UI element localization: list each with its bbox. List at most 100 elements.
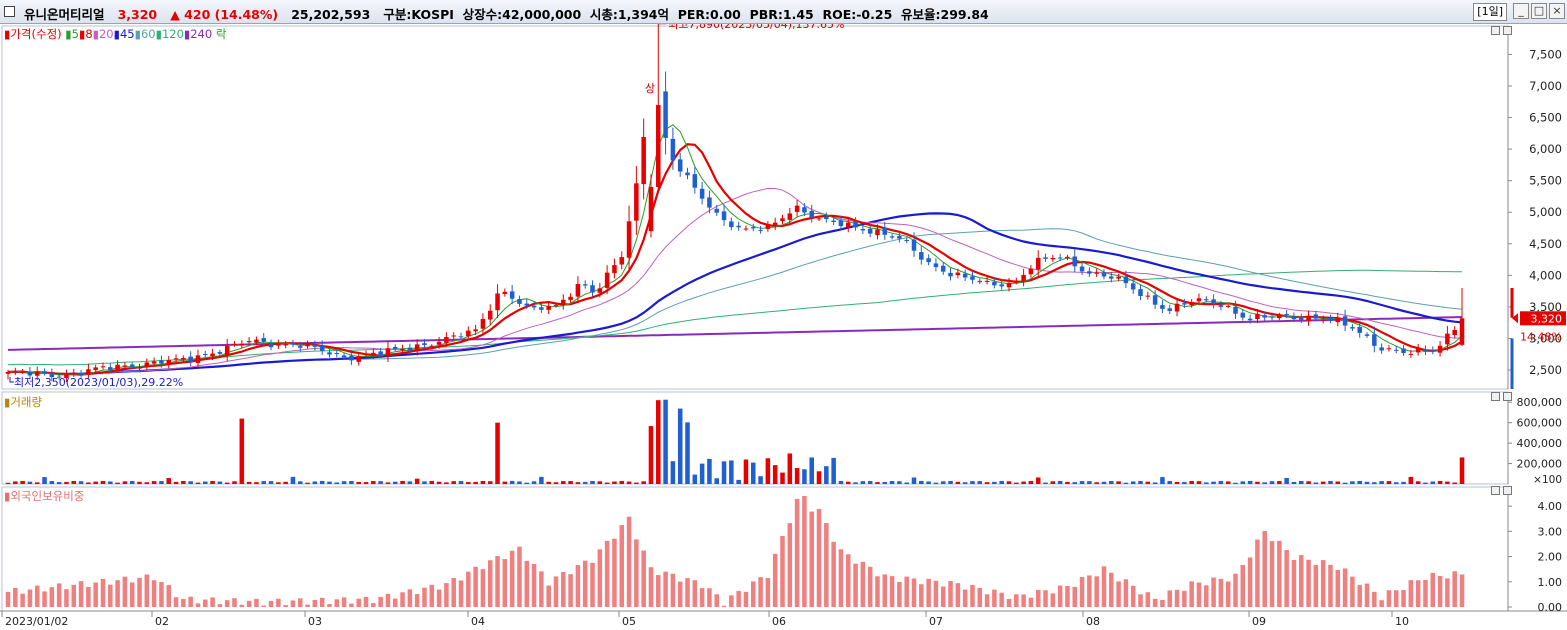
panel-min-icon[interactable] (1491, 486, 1500, 495)
foreign-ratio-bar (634, 539, 639, 607)
period-selector[interactable]: [1일] (1473, 3, 1507, 21)
volume-bar (502, 481, 508, 484)
maximize-icon[interactable]: □ (1531, 3, 1547, 19)
candle-body (539, 307, 544, 310)
checkbox-icon[interactable] (4, 6, 15, 17)
foreign-ratio-bar (1138, 594, 1143, 607)
volume-bar (115, 482, 120, 484)
panel-close-icon[interactable] (1503, 392, 1512, 401)
legend-ma-marker-icon: ▮ (183, 27, 191, 41)
high-annotation: 최고7,890(2023/05/04),137.65% (668, 24, 844, 31)
volume-bar (1386, 481, 1392, 484)
volume-bar (1437, 480, 1443, 484)
volume-bar (670, 461, 676, 484)
foreign-ratio-bar (466, 571, 471, 607)
volume-bar (305, 482, 310, 484)
volume-bar (780, 472, 785, 484)
candle-body (1247, 318, 1253, 321)
foreign-ratio-bar (495, 556, 500, 607)
volume-bar (319, 480, 325, 484)
candle-body (751, 227, 756, 229)
candle-body (1196, 298, 1202, 302)
volume-bar (838, 480, 844, 484)
candle-body (1423, 349, 1428, 352)
volume-bar (261, 481, 266, 484)
foreign-ratio-bar (210, 597, 215, 607)
legend-ma-45: 45 (119, 27, 135, 41)
volume-bar (195, 482, 201, 484)
y-tick-label: 3,000 (1529, 331, 1562, 345)
panel-min-icon[interactable] (1491, 392, 1500, 401)
close-icon[interactable]: × (1549, 3, 1565, 19)
foreign-ratio-bar (305, 604, 310, 607)
candle-body (1204, 299, 1209, 301)
foreign-ratio-bar (1372, 591, 1377, 607)
candle-body (458, 336, 464, 338)
candle-body (904, 240, 909, 242)
foreign-ratio-bar (224, 600, 230, 607)
market-type: 구분:KOSPI (383, 7, 454, 22)
legend-ma-marker-icon: ▮ (65, 27, 72, 41)
current-price-tag (1520, 311, 1566, 326)
volume-bar (1452, 482, 1457, 484)
foreign-panel-controls[interactable] (1491, 486, 1512, 495)
candle-body (86, 369, 91, 375)
volume-bar (568, 481, 573, 484)
ma5-line (7, 124, 1463, 376)
panel-close-icon[interactable] (1503, 26, 1512, 35)
volume-bar (246, 481, 252, 484)
foreign-ratio-bar (1065, 585, 1070, 607)
foreign-ratio-bar (1306, 559, 1311, 607)
stock-chart[interactable]: 2,500 3,000 3,500 4,000 4,500 5,000 5,500 6,000… (0, 24, 1567, 630)
volume-bar (407, 481, 413, 484)
current-price-pointer-icon (1512, 313, 1518, 324)
foreign-ratio-bar (751, 581, 756, 607)
volume-bar (962, 482, 968, 484)
volume-marker-icon: ▮ (4, 395, 11, 409)
volume-bar (1247, 480, 1253, 484)
foreign-ratio-bar (736, 590, 741, 607)
candle-body (49, 373, 55, 378)
volume-bar (984, 482, 990, 484)
foreign-ratio-bar (1079, 576, 1085, 607)
candle-body (977, 280, 983, 283)
foreign-ratio-bar (334, 599, 340, 607)
candle-body (1072, 256, 1078, 267)
candle-body (867, 228, 873, 234)
volume-bar (239, 418, 245, 484)
candle-body (400, 348, 405, 351)
panel-close-icon[interactable] (1503, 486, 1512, 495)
candle-body (1225, 305, 1231, 307)
candle-body (677, 159, 683, 172)
foreign-ratio-bar (794, 498, 800, 607)
foreign-ratio-bar (509, 550, 515, 607)
candle-body (56, 376, 62, 378)
foreign-ratio-bar (1050, 593, 1056, 607)
panel-min-icon[interactable] (1491, 26, 1500, 35)
volume-bar (882, 481, 888, 484)
candle-body (561, 299, 566, 305)
volume-bar (64, 481, 69, 484)
candle-body (1342, 316, 1348, 326)
candle-body (1152, 295, 1158, 305)
volume-bar (1350, 481, 1355, 484)
volume-bar (1298, 480, 1304, 484)
volume-bar (575, 482, 581, 484)
volume-bar (970, 481, 975, 484)
foreign-ratio-bar (34, 585, 40, 607)
foreign-ratio-bar (787, 523, 793, 607)
foreign-ratio-bar (553, 576, 559, 607)
volume-bar (108, 481, 113, 484)
foreign-ratio-bar (1043, 590, 1048, 607)
candle-body (166, 360, 172, 365)
candle-body (1043, 257, 1048, 259)
volume-bar (1065, 481, 1070, 484)
foreign-ratio-bar (597, 549, 603, 607)
minimize-icon[interactable]: _ (1513, 3, 1529, 19)
volume-panel-controls[interactable] (1491, 392, 1512, 401)
candle-body (1408, 353, 1414, 355)
volume-bar (612, 481, 617, 484)
price-panel-controls[interactable] (1491, 26, 1512, 35)
candle-body (13, 371, 18, 373)
candle-body (955, 272, 961, 276)
